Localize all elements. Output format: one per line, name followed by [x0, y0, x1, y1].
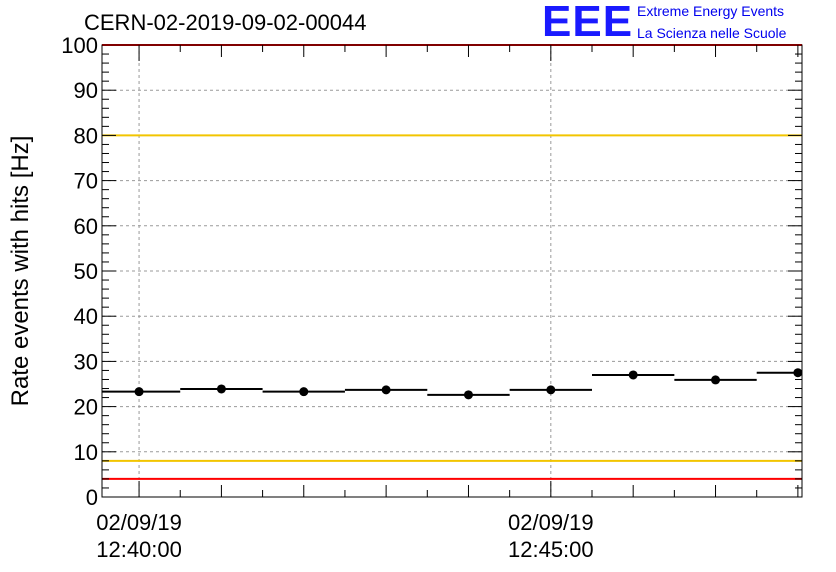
y-tick-label: 70: [74, 169, 98, 194]
data-point: [628, 370, 638, 380]
y-tick-label: 40: [74, 304, 98, 329]
axis-labels: 010203040506070809010002/09/1912:40:0002…: [7, 33, 594, 562]
x-tick-label-time: 12:40:00: [96, 537, 182, 562]
eee-logo: EEE: [542, 0, 634, 46]
axis-ticks: [102, 44, 802, 498]
data-point: [711, 375, 721, 385]
y-tick-label: 20: [74, 395, 98, 420]
y-axis-label: Rate events with hits [Hz]: [7, 136, 34, 407]
y-tick-label: 100: [61, 33, 98, 58]
y-tick-label: 90: [74, 78, 98, 103]
y-tick-label: 0: [86, 485, 98, 510]
grid: [102, 45, 802, 497]
data-point: [134, 387, 144, 397]
y-tick-label: 50: [74, 259, 98, 284]
data-point: [546, 385, 556, 395]
y-tick-label: 80: [74, 123, 98, 148]
data-point: [381, 385, 391, 395]
y-tick-label: 30: [74, 349, 98, 374]
logo-line-1: Extreme Energy Events: [637, 3, 785, 19]
y-tick-label: 60: [74, 214, 98, 239]
x-tick-label-date: 02/09/19: [508, 510, 594, 535]
reference-lines: [102, 44, 802, 480]
data-point: [299, 387, 309, 397]
data-point: [216, 384, 226, 394]
y-tick-label: 10: [74, 440, 98, 465]
x-tick-label-date: 02/09/19: [96, 510, 182, 535]
data-point: [793, 368, 803, 378]
x-tick-label-time: 12:45:00: [508, 537, 594, 562]
chart-title: CERN-02-2019-09-02-00044: [84, 10, 367, 35]
data-points: [102, 368, 803, 400]
logo-line-2: La Scienza nelle Scuole: [637, 25, 787, 41]
data-point: [463, 390, 473, 400]
